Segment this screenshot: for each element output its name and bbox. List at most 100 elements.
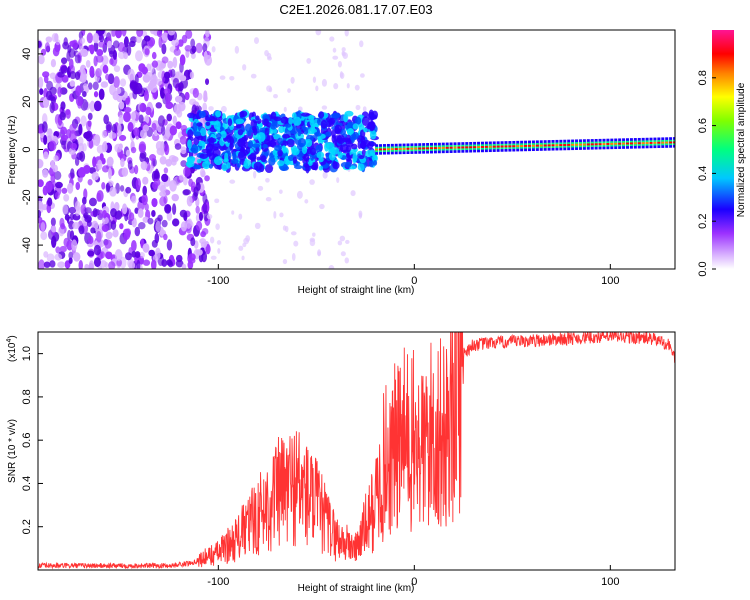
tone-core [598,143,602,146]
noise-blob [169,125,178,136]
noise-blob [60,65,68,74]
noise-blob [70,142,78,150]
noise-blob [109,84,117,96]
band-blob [361,116,370,127]
noise-blob [116,259,123,267]
noise-blob [125,228,131,237]
band-blob [355,116,362,125]
noise-blob [89,65,95,78]
noise-blob [290,76,295,84]
noise-blob [38,179,44,188]
noise-blob [101,130,108,139]
band-blob [326,142,335,151]
noise-blob [346,83,350,89]
tone-core [382,148,386,151]
noise-blob [345,239,350,245]
snr-background [38,332,675,570]
spectrogram-y-ticks: -40 -20 0 20 40 [21,48,43,253]
noise-blob [87,112,93,121]
tone-core [665,141,669,144]
noise-blob [139,152,146,163]
band-blob [235,118,245,125]
band-blob [318,157,324,163]
noise-blob [50,173,56,184]
band-blob [251,126,257,131]
tone-core [520,145,524,147]
band-blob [255,115,260,121]
noise-blob [184,45,192,52]
noise-blob [174,143,182,150]
noise-blob [150,83,158,93]
band-blob [219,144,225,151]
band-blob [369,115,378,120]
tone-core [586,143,590,146]
noise-blob [321,78,327,87]
band-blob [262,113,270,121]
band-blob [277,160,285,167]
band-blob [352,131,360,140]
y-tick-label: 0 [21,146,33,152]
noise-blob [147,217,154,225]
y-tick-label: -40 [21,237,33,253]
snr-scale-exponent: 4 [6,339,13,343]
tone-core [500,145,504,148]
noise-blob [86,32,93,44]
noise-blob [191,45,197,54]
band-blob [304,139,313,148]
noise-blob [38,158,44,169]
band-blob [246,131,252,137]
band-blob [344,161,352,168]
noise-blob [178,174,184,181]
band-blob [280,116,289,124]
noise-blob [75,181,81,191]
noise-blob [48,140,57,152]
noise-blob [63,193,70,202]
spectrogram-x-axis-title: Height of straight line (km) [298,285,415,296]
noise-blob [151,210,156,217]
noise-blob [354,84,360,91]
tone-core [488,145,492,148]
noise-blob [102,210,107,219]
noise-blob [109,58,114,65]
noise-blob [296,190,303,199]
band-blob [247,140,254,149]
noise-blob [157,115,166,127]
noise-blob [159,190,167,197]
tone-core [578,143,582,146]
noise-blob [179,54,186,66]
band-blob [288,117,294,125]
noise-blob [350,190,356,197]
noise-blob [173,104,182,115]
noise-blob [104,261,109,269]
noise-blob [135,50,143,62]
noise-blob [93,257,101,268]
noise-blob [282,225,287,231]
colorbar-label: Normalized spectral amplitude [736,82,747,217]
noise-blob [101,181,106,190]
noise-blob [96,144,105,154]
band-blob [284,123,292,128]
noise-blob [125,149,131,157]
band-blob [266,135,274,143]
tone-core [406,147,410,150]
noise-blob [165,126,172,138]
noise-blob [105,121,113,133]
noise-blob [68,251,74,260]
noise-blob [156,147,165,156]
band-blob [185,160,195,168]
tone-core [559,144,563,147]
tone-core [594,143,598,146]
noise-blob [104,239,112,249]
noise-blob [55,181,63,189]
tone-core [543,144,547,147]
noise-blob [61,187,68,194]
noise-blob [128,261,136,269]
band-blob [216,132,222,140]
noise-blob [65,109,71,116]
noise-blob [44,42,50,52]
noise-blob [151,51,157,60]
colorbar-tick-label: 0.8 [697,70,709,85]
band-blob [274,145,282,152]
noise-blob [39,88,44,96]
